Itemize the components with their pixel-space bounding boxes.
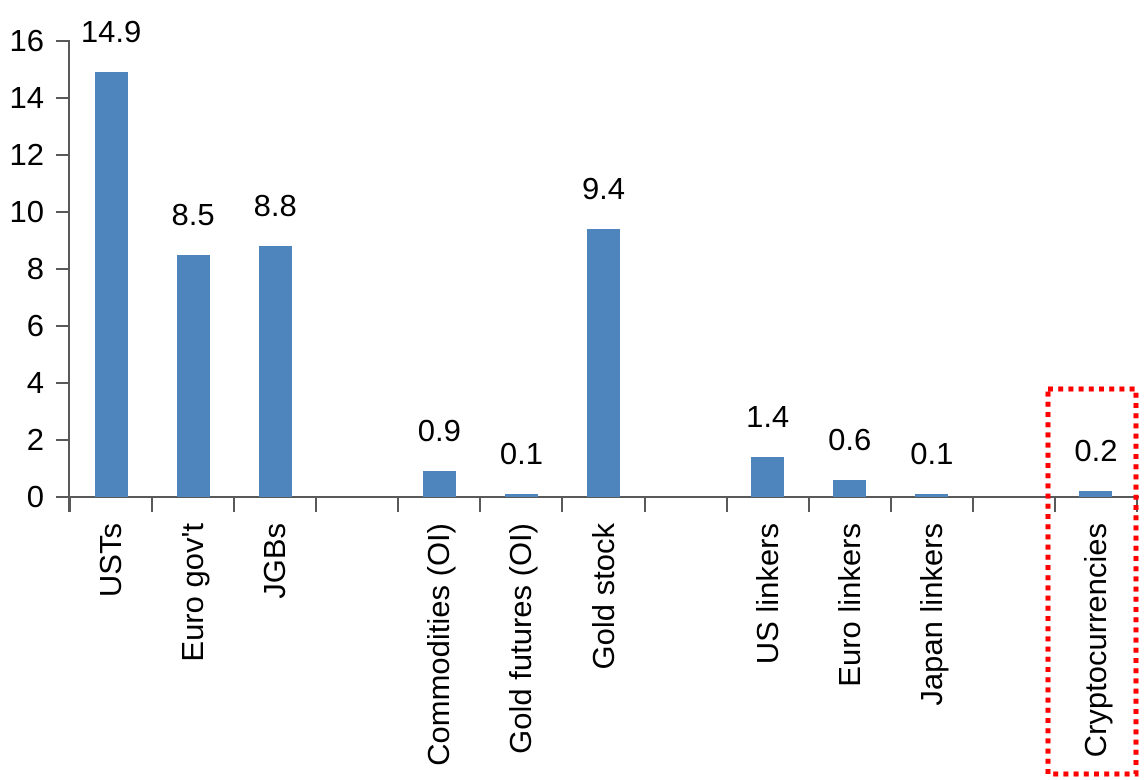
bar-cryptocurrencies xyxy=(1079,491,1113,497)
x-tick xyxy=(315,497,318,512)
x-axis-label-euro-linkers: Euro linkers xyxy=(831,523,867,687)
y-axis-line xyxy=(68,40,70,512)
y-axis-tick-label: 12 xyxy=(9,137,44,172)
x-tick xyxy=(725,497,728,512)
x-tick xyxy=(233,497,236,512)
value-label-gold-stock: 9.4 xyxy=(581,171,626,207)
x-axis-label-gold-futures-oi: Gold futures (OI) xyxy=(503,523,539,754)
y-tick xyxy=(56,268,70,270)
y-tick xyxy=(56,97,70,99)
value-label-japan-linkers: 0.1 xyxy=(910,436,954,472)
y-tick xyxy=(56,382,70,384)
value-label-jgbs: 8.8 xyxy=(253,188,297,224)
y-axis-tick-label: 6 xyxy=(26,308,44,343)
x-axis-label-jgbs: JGBs xyxy=(257,523,293,599)
value-label-usts: 14.9 xyxy=(80,14,142,50)
value-label-euro-gov-t: 8.5 xyxy=(171,196,215,232)
bar-gold-futures-oi xyxy=(504,494,538,497)
y-axis-tick-label: 8 xyxy=(26,251,44,286)
x-tick xyxy=(1136,497,1138,512)
y-tick xyxy=(56,325,70,327)
x-tick xyxy=(561,497,564,512)
x-axis-label-euro-gov-t: Euro gov't xyxy=(175,523,211,662)
value-label-cryptocurrencies: 0.2 xyxy=(1074,433,1118,469)
y-axis-tick-label: 10 xyxy=(9,194,44,229)
value-label-commodities-oi: 0.9 xyxy=(417,413,461,449)
y-tick xyxy=(56,439,70,441)
bar-commodities-oi xyxy=(422,471,456,497)
y-tick xyxy=(56,154,70,156)
x-axis-label-us-linkers: US linkers xyxy=(749,523,785,665)
x-tick xyxy=(1053,497,1056,512)
y-tick xyxy=(56,496,70,498)
x-tick xyxy=(807,497,810,512)
bar-jgbs xyxy=(258,246,292,497)
value-label-gold-futures-oi: 0.1 xyxy=(499,436,543,472)
x-tick xyxy=(397,497,400,512)
x-tick xyxy=(479,497,482,512)
y-axis-tick-label: 2 xyxy=(26,422,44,457)
value-label-us-linkers: 1.4 xyxy=(746,399,790,435)
bar-euro-gov-t xyxy=(176,254,210,497)
y-axis-tick-label: 14 xyxy=(9,80,44,115)
y-axis-tick-label: 4 xyxy=(26,365,44,400)
x-axis-label-cryptocurrencies: Cryptocurrencies xyxy=(1077,523,1113,758)
x-axis-label-gold-stock: Gold stock xyxy=(585,523,621,670)
bar-gold-stock xyxy=(587,229,620,497)
x-tick xyxy=(151,497,154,512)
x-tick xyxy=(971,497,974,512)
x-axis-label-usts: USTs xyxy=(93,523,129,598)
x-tick xyxy=(889,497,892,512)
y-tick xyxy=(56,211,70,213)
y-axis-tick-label: 0 xyxy=(26,479,44,514)
x-tick xyxy=(643,497,646,512)
x-axis-label-japan-linkers: Japan linkers xyxy=(913,523,949,706)
bar-us-linkers xyxy=(751,457,785,497)
value-label-euro-linkers: 0.6 xyxy=(828,421,872,457)
bar-euro-linkers xyxy=(833,479,867,497)
y-tick xyxy=(56,40,70,42)
y-axis-tick-label: 16 xyxy=(9,23,44,58)
bar-usts xyxy=(94,72,128,497)
x-tick xyxy=(69,497,71,512)
x-axis-line xyxy=(68,496,1139,498)
bar-japan-linkers xyxy=(915,494,949,497)
x-axis-label-commodities-oi: Commodities (OI) xyxy=(421,523,457,766)
